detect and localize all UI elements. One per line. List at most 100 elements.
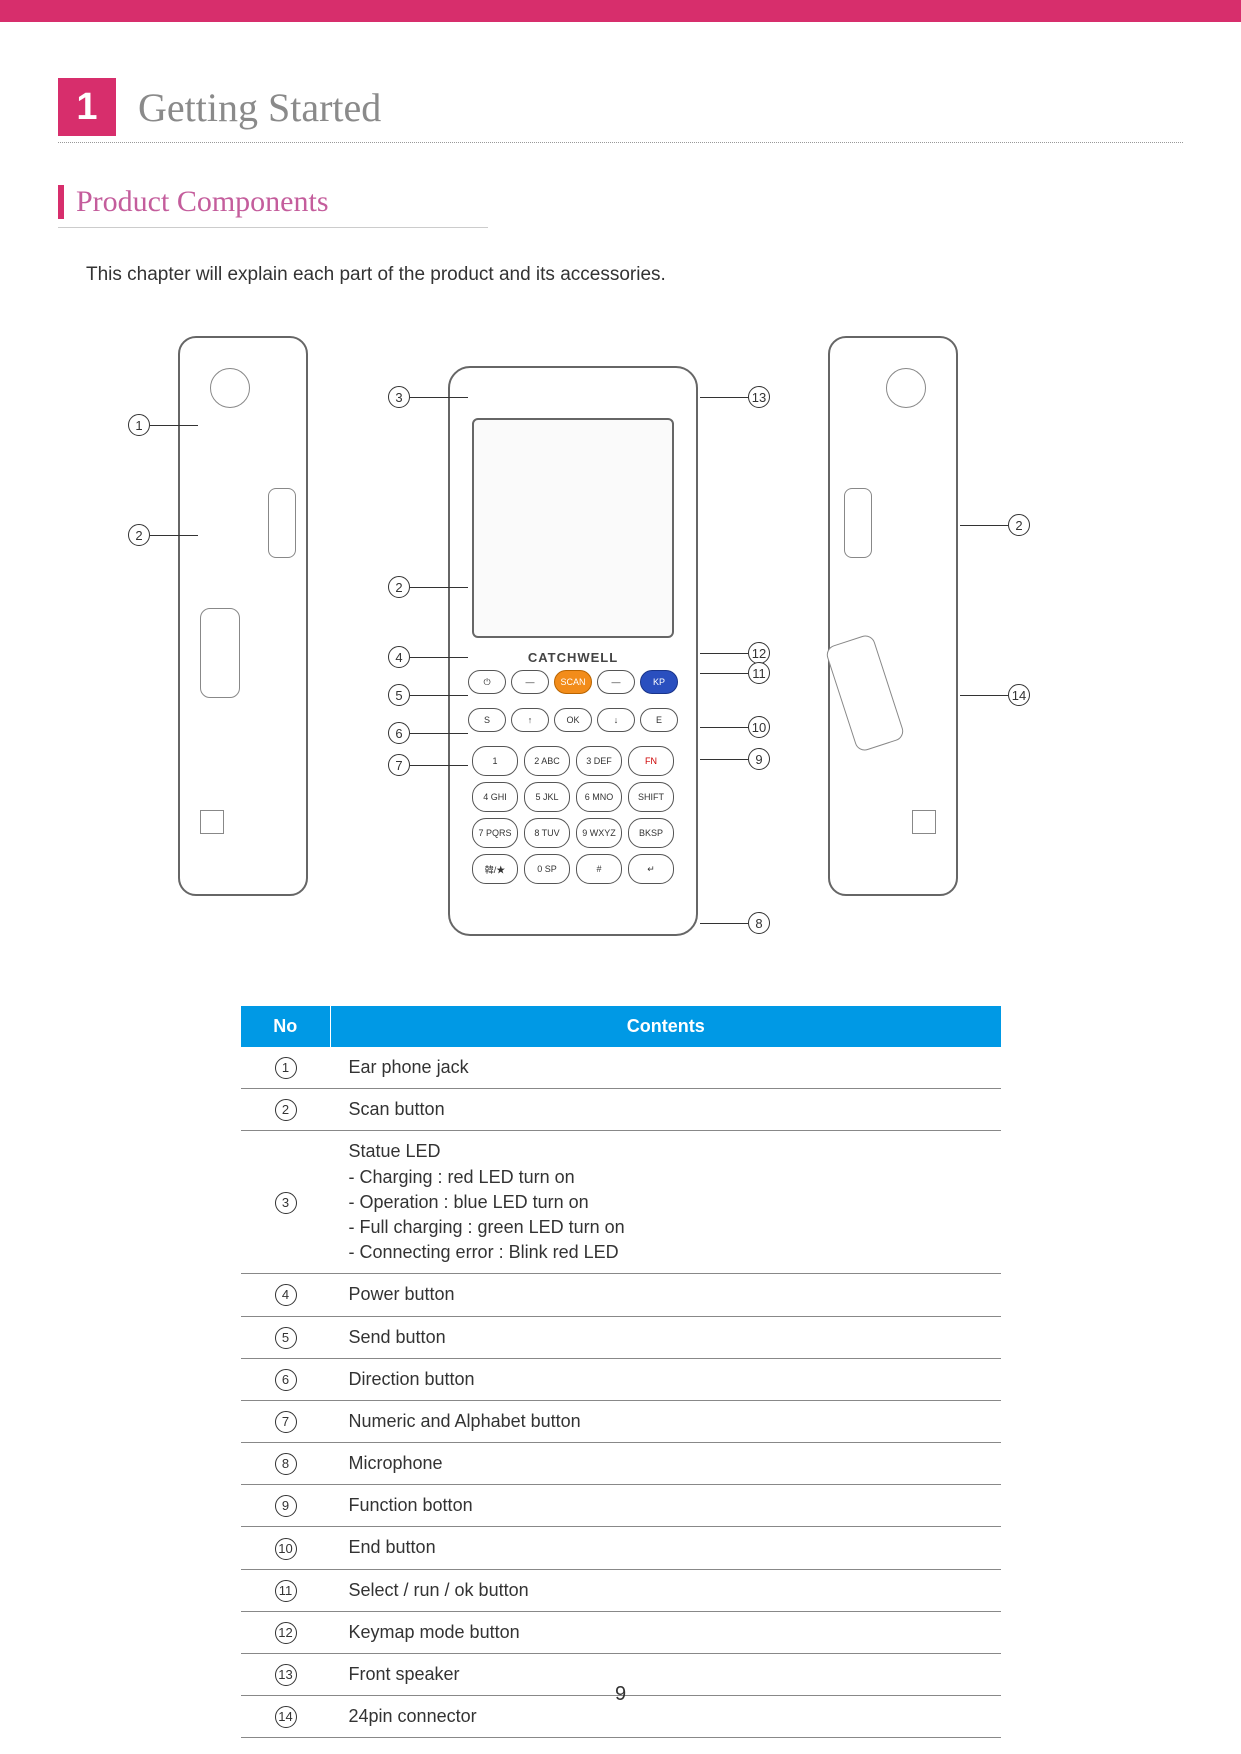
callout-leader-line (700, 653, 748, 654)
diagram-callout: 11 (700, 662, 770, 684)
device-keypad-key: SHIFT (628, 782, 674, 812)
device-button-row-2: S↑OK↓E (468, 708, 678, 732)
device-right-side (828, 336, 958, 896)
table-cell-contents: Statue LED- Charging : red LED turn on- … (331, 1131, 1001, 1274)
table-desc-line: Numeric and Alphabet button (349, 1409, 983, 1434)
table-row: 11 Select / run / ok button (241, 1569, 1001, 1611)
table-cell-contents: Direction button (331, 1358, 1001, 1400)
table-desc-line: Select / run / ok button (349, 1578, 983, 1603)
diagram-callout: 5 (388, 684, 468, 706)
callout-leader-line (960, 695, 1008, 696)
device-button-row-1: ⏻—SCAN—KP (468, 670, 678, 694)
table-cell-contents: Function botton (331, 1485, 1001, 1527)
circled-number: 9 (275, 1495, 297, 1517)
table-row: 1 Ear phone jack (241, 1047, 1001, 1089)
callout-leader-line (150, 535, 198, 536)
table-desc-line: Microphone (349, 1451, 983, 1476)
callout-number: 8 (748, 912, 770, 934)
callout-number: 13 (748, 386, 770, 408)
table-cell-no: 5 (241, 1316, 331, 1358)
device-keypad-key: 8 TUV (524, 818, 570, 848)
table-row: 9 Function botton (241, 1485, 1001, 1527)
table-row: 7 Numeric and Alphabet button (241, 1400, 1001, 1442)
device-nav-button: ↓ (597, 708, 635, 732)
device-keypad-key: 4 GHI (472, 782, 518, 812)
device-top-button: SCAN (554, 670, 592, 694)
table-cell-no: 7 (241, 1400, 331, 1442)
callout-leader-line (410, 587, 468, 588)
diagram-callout: 12 (700, 642, 770, 664)
table-row: 3Statue LED- Charging : red LED turn on-… (241, 1131, 1001, 1274)
section-accent-bar (58, 185, 64, 219)
callout-leader-line (410, 765, 468, 766)
diagram-callout: 6 (388, 722, 468, 744)
device-keypad: 12 ABC3 DEFFN4 GHI5 JKL6 MNOSHIFT7 PQRS8… (472, 746, 674, 914)
callout-leader-line (410, 397, 468, 398)
callout-number: 14 (1008, 684, 1030, 706)
circled-number: 7 (275, 1411, 297, 1433)
callout-number: 2 (388, 576, 410, 598)
callout-number: 1 (128, 414, 150, 436)
callout-number: 5 (388, 684, 410, 706)
device-keypad-key: FN (628, 746, 674, 776)
table-desc-line: Ear phone jack (349, 1055, 983, 1080)
callout-number: 3 (388, 386, 410, 408)
device-keypad-key: 6 MNO (576, 782, 622, 812)
page-top-bar (0, 0, 1241, 22)
device-keypad-key: # (576, 854, 622, 884)
device-keypad-key: 2 ABC (524, 746, 570, 776)
callout-leader-line (700, 727, 748, 728)
table-cell-no: 12 (241, 1611, 331, 1653)
table-row: 10 End button (241, 1527, 1001, 1569)
diagram-callout: 2 (128, 524, 198, 546)
device-keypad-key: 0 SP (524, 854, 570, 884)
callout-leader-line (700, 397, 748, 398)
callout-leader-line (150, 425, 198, 426)
table-cell-contents: Numeric and Alphabet button (331, 1400, 1001, 1442)
device-keypad-key: 韓/★ (472, 854, 518, 884)
table-desc-line: End button (349, 1535, 983, 1560)
circled-number: 1 (275, 1057, 297, 1079)
chapter-title: Getting Started (138, 84, 381, 131)
table-row: 12 Keymap mode button (241, 1611, 1001, 1653)
callout-leader-line (960, 525, 1008, 526)
table-cell-contents: Keymap mode button (331, 1611, 1001, 1653)
table-cell-no: 11 (241, 1569, 331, 1611)
table-cell-contents: Microphone (331, 1443, 1001, 1485)
intro-paragraph: This chapter will explain each part of t… (86, 264, 1183, 286)
callout-number: 12 (748, 642, 770, 664)
table-desc-line: - Operation : blue LED turn on (349, 1190, 983, 1215)
circled-number: 12 (275, 1622, 297, 1644)
callout-leader-line (410, 657, 468, 658)
diagram-callout: 3 (388, 386, 468, 408)
device-keypad-key: 9 WXYZ (576, 818, 622, 848)
circled-number: 4 (275, 1284, 297, 1306)
callout-number: 10 (748, 716, 770, 738)
callout-number: 4 (388, 646, 410, 668)
table-cell-contents: Send button (331, 1316, 1001, 1358)
table-desc-line: Power button (349, 1282, 983, 1307)
circled-number: 2 (275, 1099, 297, 1121)
table-desc-line: Scan button (349, 1097, 983, 1122)
table-cell-contents: Scan button (331, 1089, 1001, 1131)
device-keypad-key: 3 DEF (576, 746, 622, 776)
device-front-view: CATCHWELL ⏻—SCAN—KP S↑OK↓E 12 ABC3 DEFFN… (448, 366, 698, 936)
page-content: 1 Getting Started Product Components Thi… (58, 78, 1183, 1738)
table-header-contents: Contents (331, 1006, 1001, 1047)
table-row: 5Send button (241, 1316, 1001, 1358)
diagram-callout: 9 (700, 748, 770, 770)
callout-number: 6 (388, 722, 410, 744)
diagram-callout: 2 (960, 514, 1030, 536)
device-top-button: — (597, 670, 635, 694)
circled-number: 10 (275, 1538, 297, 1560)
diagram-callout: 4 (388, 646, 468, 668)
diagram-callout: 8 (700, 912, 770, 934)
table-desc-line: 24pin connector (349, 1704, 983, 1729)
callout-leader-line (410, 733, 468, 734)
device-keypad-key: BKSP (628, 818, 674, 848)
circled-number: 11 (275, 1580, 297, 1602)
section-header: Product Components (58, 185, 1183, 219)
table-cell-contents: Select / run / ok button (331, 1569, 1001, 1611)
callout-number: 2 (128, 524, 150, 546)
table-desc-line: - Charging : red LED turn on (349, 1165, 983, 1190)
